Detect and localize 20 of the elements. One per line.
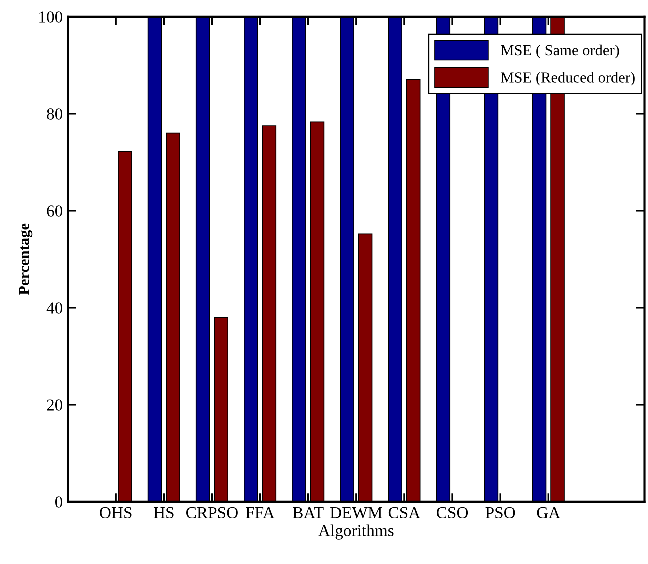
y-tick-label: 40 <box>46 302 63 314</box>
y-tick-label: 0 <box>55 496 63 508</box>
y-tick-label: 80 <box>47 108 63 120</box>
x-tick-label: BAT <box>293 507 324 518</box>
x-tick-label: FFA <box>246 507 275 518</box>
legend-label: MSE (Reduced order) <box>501 72 635 86</box>
y-axis-title: Percentage <box>19 224 33 296</box>
legend-label: MSE ( Same order) <box>501 44 620 59</box>
x-tick-label: CRPSO <box>186 507 238 519</box>
x-tick-label: OHS <box>100 507 132 519</box>
x-axis-title: Algorithms <box>318 524 394 540</box>
x-tick-label: PSO <box>486 507 516 519</box>
x-tick-label: DEWM <box>330 507 382 519</box>
y-tick-label: 100 <box>40 12 63 23</box>
y-tick-label: 20 <box>47 400 63 411</box>
x-tick-label: CSA <box>388 507 421 519</box>
x-tick-label: HS <box>154 507 174 519</box>
y-tick-label: 60 <box>47 206 63 217</box>
x-tick-label: CSO <box>436 507 468 519</box>
x-tick-label: GA <box>537 507 561 519</box>
